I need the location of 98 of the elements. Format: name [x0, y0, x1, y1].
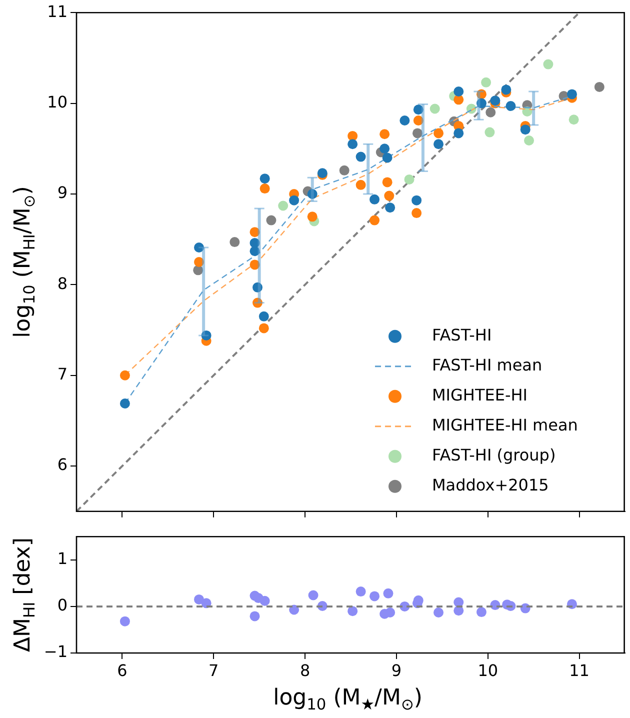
point [484, 127, 495, 138]
point [250, 238, 260, 248]
point [380, 129, 390, 140]
point [348, 606, 358, 616]
point [520, 124, 530, 135]
point [404, 174, 414, 184]
point [476, 89, 486, 100]
point [385, 202, 396, 213]
y-tick-label: 9 [57, 183, 68, 202]
point [384, 190, 394, 201]
point [278, 200, 288, 211]
point [594, 82, 604, 92]
point [524, 135, 534, 146]
point [356, 586, 366, 597]
legend-label: MIGHTEE-HI [432, 386, 528, 405]
y-tick-label: 8 [57, 274, 68, 293]
point [434, 607, 444, 618]
point [486, 107, 496, 118]
point [370, 194, 380, 204]
point [258, 311, 269, 322]
point [370, 591, 380, 602]
legend-label: FAST-HI mean [432, 356, 542, 375]
point [230, 237, 240, 248]
point [307, 212, 318, 222]
point [201, 330, 212, 340]
point [307, 188, 318, 199]
y-tick-label: 0 [57, 596, 68, 615]
y-axis-title: log10 (MHI/M⊙) [10, 186, 39, 338]
point [481, 77, 492, 88]
point [382, 177, 392, 188]
point [356, 180, 366, 190]
y-tick-label: 10 [47, 92, 68, 112]
point [194, 594, 204, 604]
point [412, 208, 422, 218]
point [260, 184, 270, 194]
point [490, 96, 500, 106]
point [120, 398, 130, 408]
legend-label: FAST-HI (group) [432, 446, 556, 465]
point [308, 590, 318, 600]
point [348, 130, 358, 141]
point [476, 98, 486, 108]
point [400, 116, 410, 126]
point [543, 59, 554, 70]
point [289, 195, 300, 206]
point [434, 139, 444, 150]
point [194, 257, 204, 267]
x-tick-label: 10 [478, 660, 498, 680]
point [250, 227, 260, 238]
legend-label: MIGHTEE-HI mean [432, 416, 578, 435]
point [193, 265, 204, 276]
point [370, 215, 380, 226]
point [412, 195, 422, 206]
y-tick-label: 11 [47, 2, 68, 21]
point [260, 596, 270, 606]
point [266, 215, 276, 226]
legend-label: FAST-HI [432, 326, 492, 345]
point [454, 86, 464, 96]
y-tick-label: 6 [57, 455, 68, 474]
point [339, 165, 350, 176]
y-tick-label: −1 [44, 642, 68, 662]
y-axis-title: ΔMHI [dex] [10, 538, 39, 652]
point [120, 616, 130, 626]
point [252, 282, 263, 292]
point [258, 323, 269, 334]
point [430, 104, 440, 114]
point [454, 94, 464, 105]
point [383, 588, 394, 598]
y-tick-label: 7 [57, 364, 68, 384]
x-tick-label: 11 [569, 660, 590, 680]
point [413, 104, 424, 115]
x-tick-label: 7 [208, 660, 219, 680]
point [120, 370, 130, 380]
point [506, 101, 516, 112]
point [289, 604, 300, 615]
point [476, 607, 486, 618]
x-tick-label: 6 [117, 660, 128, 680]
point [434, 128, 444, 138]
point [252, 298, 263, 308]
point [568, 114, 579, 125]
point [413, 116, 424, 126]
point [501, 84, 512, 95]
x-tick-label: 9 [391, 660, 402, 680]
point [348, 139, 358, 150]
point [250, 260, 260, 270]
point [385, 607, 396, 618]
point [412, 128, 422, 138]
point [250, 246, 260, 256]
point [454, 128, 464, 138]
point [194, 242, 204, 252]
x-tick-label: 8 [300, 660, 310, 680]
y-tick-label: 1 [57, 549, 68, 568]
legend-label: Maddox+2015 [432, 476, 549, 495]
point [566, 89, 577, 100]
point [382, 152, 392, 163]
point [356, 152, 366, 162]
point [250, 611, 260, 622]
point [380, 144, 390, 154]
point [260, 174, 270, 184]
